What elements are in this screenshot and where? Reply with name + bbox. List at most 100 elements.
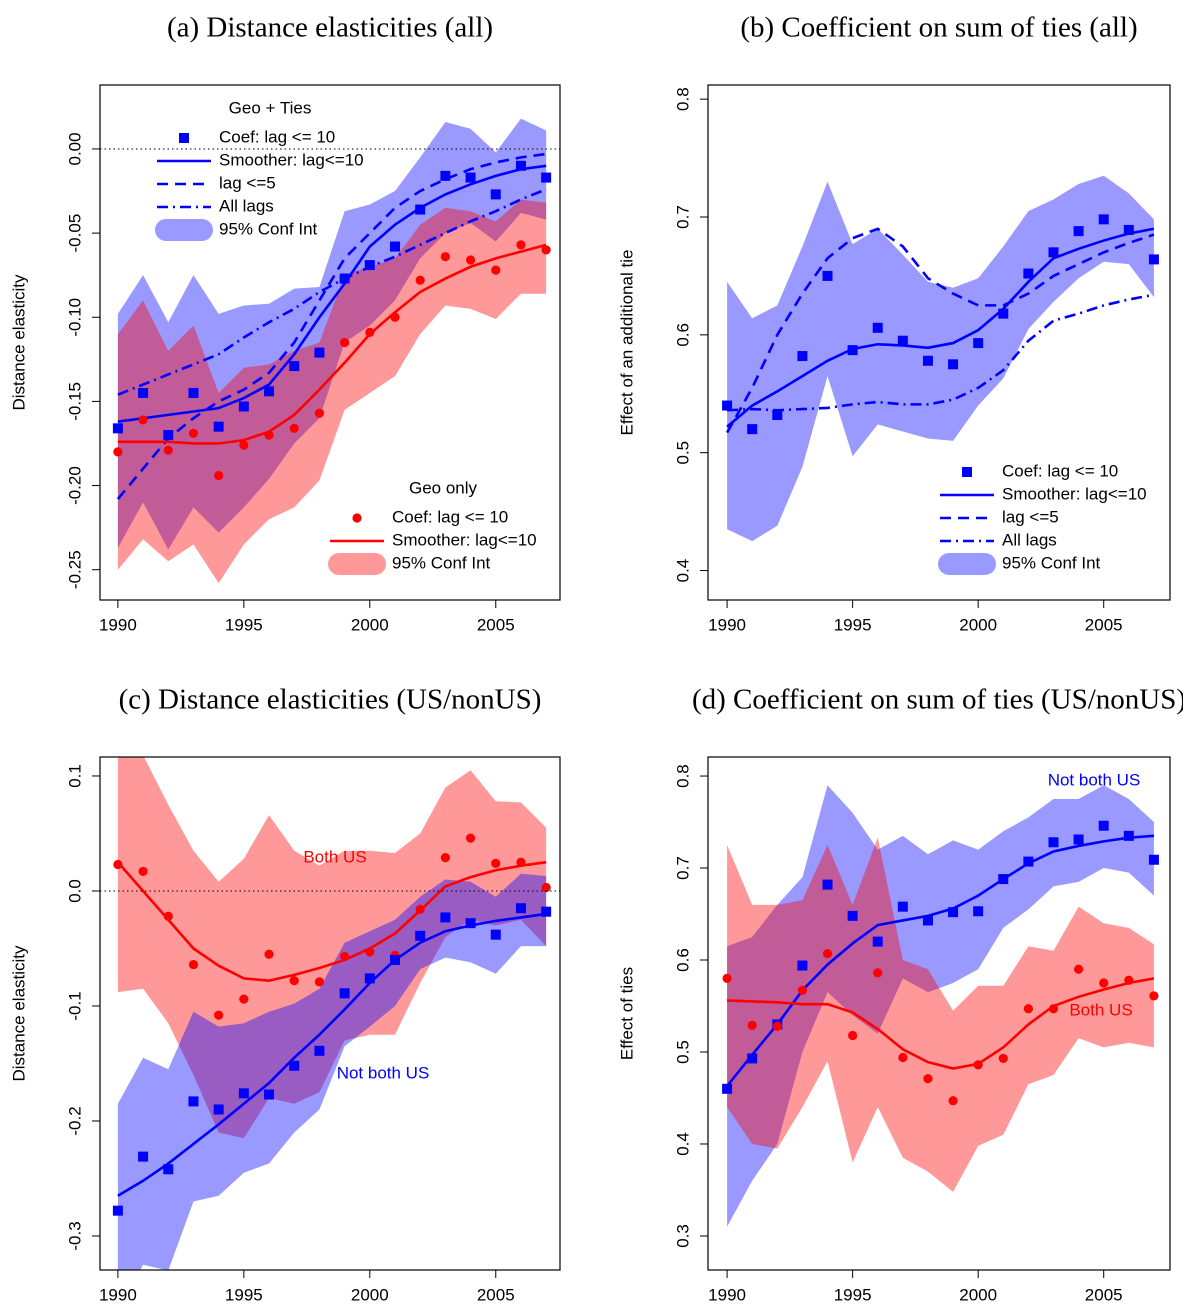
point xyxy=(1124,975,1134,985)
chart-title: (d) Coefficient on sum of ties (US/nonUS… xyxy=(692,684,1183,716)
x-tick-label: 1995 xyxy=(834,615,872,634)
plot-frame xyxy=(707,84,1171,601)
legend-label: 95% Conf Int xyxy=(392,553,491,572)
point xyxy=(872,322,883,333)
y-tick-label: 0.00 xyxy=(65,132,84,165)
point xyxy=(314,347,325,358)
point xyxy=(440,912,451,923)
point xyxy=(516,240,526,250)
point xyxy=(1023,268,1034,279)
point xyxy=(1073,226,1084,237)
point xyxy=(440,252,450,262)
y-axis-label: Effect of an additional tie xyxy=(617,250,636,436)
confidence-band xyxy=(117,873,547,1270)
point xyxy=(722,1083,733,1094)
point xyxy=(491,265,501,275)
point xyxy=(973,338,984,349)
point xyxy=(289,361,300,372)
point xyxy=(264,1089,275,1100)
point xyxy=(747,1053,758,1064)
point xyxy=(998,308,1009,319)
point xyxy=(365,947,375,957)
point xyxy=(822,948,833,959)
dashdot-line xyxy=(117,188,547,396)
legend-label: Smoother: lag<=10 xyxy=(1002,484,1147,503)
x-tick-label: 2000 xyxy=(351,1285,389,1304)
y-axis-label: Distance elasticity xyxy=(9,945,28,1082)
y-tick-label: 0.4 xyxy=(673,559,692,583)
point xyxy=(1149,991,1159,1001)
plot-frame xyxy=(99,756,561,1271)
y-axis-label: Effect of ties xyxy=(617,967,636,1060)
legend-title: Geo only xyxy=(409,478,478,497)
point xyxy=(922,915,933,926)
point xyxy=(340,337,350,348)
point xyxy=(898,1052,908,1063)
point xyxy=(389,241,400,252)
legend-symbol xyxy=(179,133,189,143)
solid-line xyxy=(117,164,547,423)
x-tick-label: 1995 xyxy=(225,615,263,634)
point xyxy=(289,1060,300,1071)
point xyxy=(213,1104,224,1115)
point xyxy=(747,1020,757,1030)
point xyxy=(822,270,833,281)
point xyxy=(163,1164,174,1175)
point xyxy=(415,204,426,215)
y-tick-label: 0.8 xyxy=(673,87,692,111)
point xyxy=(264,386,275,397)
point xyxy=(112,423,123,434)
point xyxy=(848,1030,858,1041)
plot-area xyxy=(722,785,1159,1227)
point xyxy=(1073,834,1084,845)
dashed-line xyxy=(725,227,1155,434)
point xyxy=(797,960,808,971)
legend-symbol xyxy=(962,467,972,477)
confidence-band xyxy=(117,757,547,1139)
point xyxy=(515,903,526,914)
point xyxy=(314,408,325,418)
confidence-band xyxy=(727,175,1154,542)
point xyxy=(1048,1004,1059,1014)
point xyxy=(365,327,375,338)
point xyxy=(490,189,501,200)
point xyxy=(541,882,551,893)
group-label: Both US xyxy=(1069,1000,1132,1019)
point xyxy=(340,951,350,962)
y-tick-label: 0.6 xyxy=(673,323,692,347)
solid-line xyxy=(726,227,1155,428)
x-tick-label: 2005 xyxy=(1085,1285,1123,1304)
plot-frame xyxy=(99,84,561,601)
legend-label: Coef: lag <= 10 xyxy=(219,127,335,146)
point xyxy=(1074,964,1084,974)
x-tick-label: 2000 xyxy=(959,615,997,634)
legend-title: Geo + Ties xyxy=(229,98,312,117)
point xyxy=(897,335,908,346)
point xyxy=(239,994,249,1004)
point xyxy=(465,833,476,843)
point xyxy=(415,904,425,914)
point xyxy=(491,858,501,868)
point xyxy=(188,959,199,970)
point xyxy=(163,911,173,921)
legend-label: 95% Conf Int xyxy=(1002,553,1101,572)
point xyxy=(541,906,552,917)
point xyxy=(264,949,274,959)
chart-title: (c) Distance elasticities (US/nonUS) xyxy=(119,684,542,716)
x-tick-label: 1990 xyxy=(99,615,137,634)
plot-area xyxy=(112,757,552,1270)
point xyxy=(465,255,476,265)
y-tick-label: 0.0 xyxy=(65,879,84,903)
point xyxy=(339,988,350,999)
plot-frame xyxy=(707,756,1171,1271)
point xyxy=(722,973,732,984)
y-tick-label: -0.25 xyxy=(65,550,84,589)
point xyxy=(998,1053,1008,1064)
point xyxy=(1123,830,1134,841)
point xyxy=(722,400,733,411)
point xyxy=(239,440,249,450)
x-tick-label: 2005 xyxy=(477,615,515,634)
point xyxy=(389,954,400,965)
y-tick-label: 0.5 xyxy=(673,1040,692,1064)
point xyxy=(1148,854,1159,865)
